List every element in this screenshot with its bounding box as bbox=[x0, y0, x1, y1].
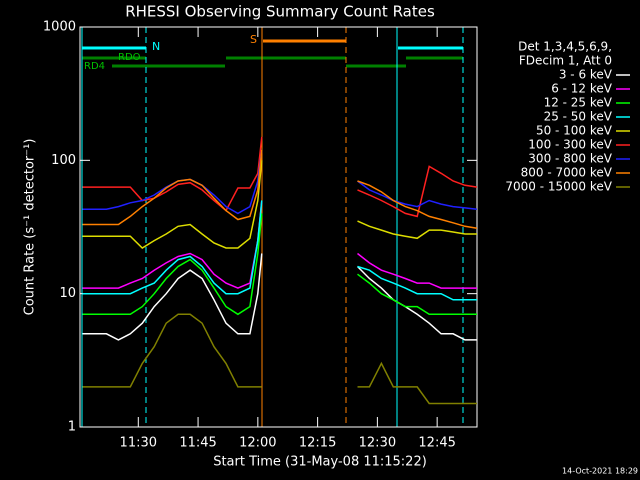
legend-label: 7000 - 15000 keV bbox=[505, 180, 612, 194]
series-line bbox=[82, 253, 477, 341]
legend-header: Det 1,3,4,5,6,9, bbox=[518, 40, 612, 54]
flag-label: RD4 bbox=[84, 61, 105, 72]
legend-label: 50 - 100 keV bbox=[536, 124, 613, 138]
plot-frame bbox=[79, 26, 478, 428]
x-axis-label: Start Time (31-May-08 11:15:22) bbox=[213, 455, 427, 470]
boundaries bbox=[81, 27, 464, 427]
x-tick-label: 11:45 bbox=[179, 436, 216, 451]
series-line bbox=[82, 313, 477, 405]
timestamp: 14-Oct-2021 18:29 bbox=[562, 467, 638, 476]
series-line bbox=[82, 136, 478, 218]
chart-title: RHESSI Observing Summary Count Rates bbox=[125, 3, 435, 21]
x-tick-label: 12:00 bbox=[239, 436, 276, 451]
x-tick-label: 11:30 bbox=[120, 436, 157, 451]
y-tick-label: 10 bbox=[59, 286, 76, 301]
series-line bbox=[82, 149, 478, 229]
legend-label: 300 - 800 keV bbox=[528, 152, 612, 166]
series-line bbox=[82, 200, 477, 301]
legend-label: 3 - 6 keV bbox=[559, 68, 613, 82]
series-line bbox=[82, 149, 478, 215]
legend-label: 12 - 25 keV bbox=[544, 96, 613, 110]
y-tick-label: 1 bbox=[68, 420, 76, 435]
y-axis-label: Count Rate (s⁻¹ detector⁻¹) bbox=[23, 139, 38, 316]
legend-header: FDecim 1, Att 0 bbox=[519, 54, 612, 68]
legend-label: 800 - 7000 keV bbox=[521, 166, 613, 180]
y-tick-label: 100 bbox=[51, 153, 76, 168]
y-tick-label: 1000 bbox=[43, 20, 76, 35]
flag-label: N bbox=[152, 40, 160, 53]
series-line bbox=[82, 213, 477, 316]
legend-label: 100 - 300 keV bbox=[528, 138, 612, 152]
x-tick-label: 12:45 bbox=[418, 436, 455, 451]
series-line bbox=[82, 200, 477, 289]
legend-label: 6 - 12 keV bbox=[551, 82, 613, 96]
x-tick-label: 12:30 bbox=[359, 436, 396, 451]
series-line bbox=[82, 160, 477, 249]
flag-label: S bbox=[250, 33, 257, 46]
x-tick-label: 12:15 bbox=[299, 436, 336, 451]
legend-label: 25 - 50 keV bbox=[544, 110, 613, 124]
flags bbox=[82, 39, 463, 68]
flag-label: RDO bbox=[118, 52, 141, 63]
